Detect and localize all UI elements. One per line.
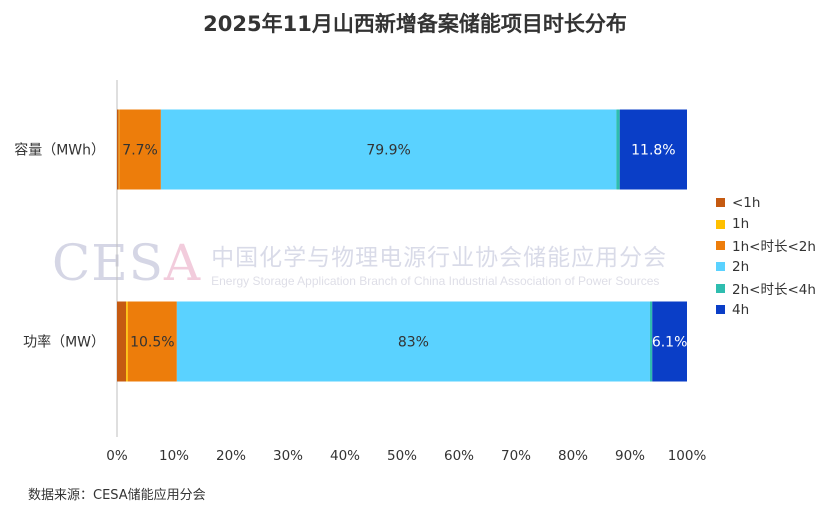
data-label: 11.8% (631, 143, 675, 159)
x-tick-label: 70% (501, 448, 531, 464)
legend-label: 1h<时长<2h (732, 239, 816, 256)
legend-item: <1h (716, 192, 816, 213)
data-label: 6.1% (652, 335, 688, 351)
bar-segment (117, 109, 119, 190)
legend-item: 2h<时长<4h (716, 278, 816, 299)
bar-segment (619, 109, 687, 190)
bar-segment (176, 301, 650, 382)
x-tick-label: 80% (558, 448, 588, 464)
x-tick-label: 50% (387, 448, 417, 464)
legend-swatch (716, 262, 725, 272)
bar-segment (127, 301, 177, 382)
y-category-label: 容量（MWh） (14, 142, 105, 159)
bar-segment (118, 109, 120, 190)
bar-segment (160, 109, 617, 190)
data-label: 79.9% (366, 143, 410, 159)
legend-label: 2h (732, 258, 750, 275)
chart-legend: <1h 1h 1h<时长<2h 2h 2h<时长<4h 4h (716, 192, 816, 320)
legend-label: 4h (732, 301, 750, 318)
data-label: 10.5% (130, 335, 174, 351)
legend-label: <1h (732, 194, 761, 211)
legend-item: 1h<时长<2h (716, 235, 816, 256)
x-tick-label: 30% (273, 448, 303, 464)
bar-segment (649, 301, 653, 382)
x-tick-label: 20% (216, 448, 246, 464)
data-source-note: 数据来源：CESA储能应用分会 (28, 488, 206, 503)
y-category-label: 功率（MW） (23, 334, 105, 351)
legend-swatch (716, 219, 725, 229)
legend-label: 1h (732, 216, 750, 233)
x-tick-label: 100% (668, 448, 707, 464)
chart-title: 2025年11月山西新增备案储能项目时长分布 (203, 12, 627, 36)
bar-segment (119, 109, 161, 190)
x-tick-label: 40% (330, 448, 360, 464)
legend-item: 2h (716, 256, 816, 277)
legend-swatch (716, 198, 725, 208)
legend-item: 1h (716, 213, 816, 234)
x-tick-label: 10% (159, 448, 189, 464)
data-label: 83% (398, 335, 429, 351)
x-tick-label: 0% (106, 448, 128, 464)
legend-label: 2h<时长<4h (732, 282, 816, 299)
legend-swatch (716, 283, 725, 293)
bar-segment (652, 301, 687, 382)
bar-segment (616, 109, 620, 190)
x-tick-label: 90% (615, 448, 645, 464)
legend-item: 4h (716, 299, 816, 320)
data-label: 7.7% (122, 143, 158, 159)
x-tick-label: 60% (444, 448, 474, 464)
bar-segment (117, 301, 127, 382)
bar-segment (126, 301, 128, 382)
legend-swatch (716, 240, 725, 250)
legend-swatch (716, 305, 725, 315)
